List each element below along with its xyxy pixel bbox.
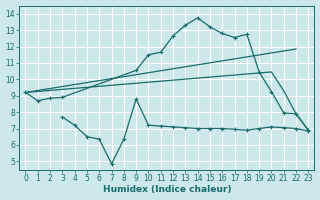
X-axis label: Humidex (Indice chaleur): Humidex (Indice chaleur)	[103, 185, 231, 194]
